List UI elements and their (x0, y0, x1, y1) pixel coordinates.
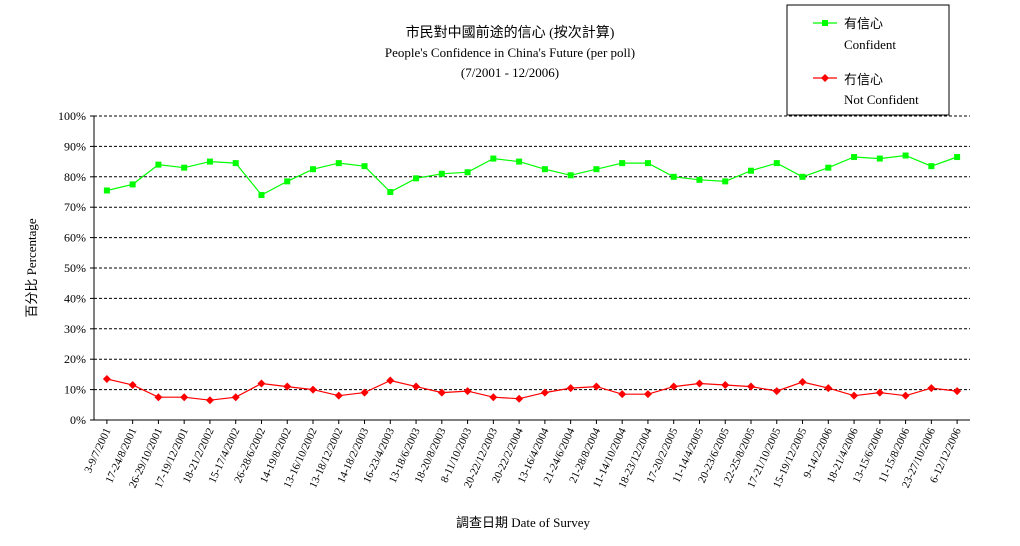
data-point-not-confident (927, 384, 936, 393)
data-point-confident (851, 154, 858, 161)
data-point-confident (696, 176, 703, 183)
y-tick-label: 60% (64, 231, 86, 245)
data-point-not-confident (309, 385, 317, 394)
data-point-confident (902, 152, 909, 159)
data-point-not-confident (953, 387, 962, 396)
data-point-confident (232, 160, 239, 167)
legend-label-not-confident-zh: 冇信心 (844, 72, 883, 87)
y-tick-label: 10% (64, 383, 86, 397)
legend-marker-confident (822, 20, 828, 26)
y-tick-label: 70% (64, 200, 86, 214)
data-point-confident (825, 164, 832, 171)
data-point-confident (155, 161, 162, 168)
data-point-not-confident (102, 374, 111, 383)
legend-label-confident-en: Confident (844, 37, 896, 52)
y-tick-label: 80% (64, 170, 86, 184)
data-point-not-confident (669, 382, 678, 391)
data-point-confident (206, 158, 213, 165)
data-point-not-confident (360, 388, 369, 397)
data-point-not-confident (824, 384, 833, 393)
y-tick-label: 20% (64, 352, 86, 366)
data-point-confident (593, 166, 600, 173)
data-point-not-confident (283, 382, 292, 391)
legend-label-not-confident-en: Not Confident (844, 92, 919, 107)
data-point-not-confident (205, 396, 214, 405)
data-point-not-confident (721, 381, 730, 390)
data-point-confident (954, 154, 961, 161)
data-point-not-confident (798, 378, 807, 386)
data-point-not-confident (334, 391, 343, 400)
data-point-not-confident (437, 388, 446, 397)
data-point-confident (464, 169, 471, 176)
chart-title-line-2: People's Confidence in China's Future (p… (385, 45, 635, 60)
gridlines (94, 115, 970, 391)
chart-title-line-1: 市民對中國前途的信心 (按次計算) (406, 24, 615, 41)
data-point-confident (799, 173, 806, 180)
y-tick-labels: 0% 10% 20% 30% 40% 50% 60% 70% 80% 90% 100% (58, 109, 94, 427)
legend-label-confident-zh: 有信心 (844, 16, 883, 31)
data-point-not-confident (257, 379, 266, 388)
data-point-confident (928, 163, 935, 170)
data-point-confident (516, 158, 523, 165)
data-point-confident (670, 173, 677, 180)
data-point-confident (490, 155, 497, 162)
x-axis-title: 調查日期 Date of Survey (456, 515, 590, 530)
y-axis-title: 百分比 Percentage (24, 218, 39, 318)
data-point-confident (103, 187, 110, 194)
chart-title-line-3: (7/2001 - 12/2006) (461, 65, 559, 80)
data-point-not-confident (154, 393, 163, 402)
data-point-confident (619, 160, 626, 167)
data-point-not-confident (386, 376, 395, 385)
data-point-not-confident (515, 394, 524, 403)
data-point-confident (438, 170, 445, 177)
data-point-confident (335, 160, 342, 167)
data-point-confident (748, 167, 754, 174)
data-point-confident (644, 160, 651, 167)
data-point-not-confident (489, 393, 498, 402)
y-tick-label: 100% (58, 109, 86, 123)
data-point-not-confident (643, 390, 652, 399)
data-point-not-confident (592, 382, 601, 391)
data-point-confident (129, 181, 136, 188)
data-point-confident (567, 172, 574, 179)
data-point-not-confident (463, 387, 472, 396)
data-point-not-confident (695, 379, 704, 388)
data-point-confident (773, 160, 780, 167)
y-tick-label: 40% (64, 291, 86, 305)
legend-marker-not-confident (821, 74, 829, 82)
data-point-not-confident (901, 391, 910, 400)
data-point-confident (181, 164, 188, 171)
series-line-0 (106, 154, 958, 196)
y-tick-label: 90% (64, 139, 86, 153)
data-point-confident (387, 189, 394, 195)
data-point-not-confident (128, 381, 137, 390)
data-point-not-confident (566, 384, 575, 393)
data-point-not-confident (618, 390, 627, 399)
data-point-confident (722, 178, 729, 185)
data-point-not-confident (180, 393, 189, 402)
series-layer (102, 152, 962, 405)
data-point-not-confident (772, 387, 781, 396)
series-line-1 (106, 378, 958, 401)
data-point-confident (310, 166, 316, 173)
x-tick-labels: 3-9/7/200117-24/8/200126-29/10/200117-19… (82, 420, 964, 490)
y-tick-label: 30% (64, 322, 86, 336)
data-point-confident (413, 175, 420, 182)
data-point-confident (541, 166, 548, 173)
y-tick-label: 50% (64, 261, 86, 275)
data-point-not-confident (875, 388, 884, 397)
data-point-confident (258, 192, 265, 199)
data-point-not-confident (850, 391, 859, 400)
data-point-confident (876, 155, 883, 162)
legend: 有信心 Confident 冇信心 Not Confident (786, 4, 950, 116)
data-point-not-confident (412, 382, 421, 391)
y-tick-label: 0% (70, 413, 86, 427)
data-point-not-confident (231, 393, 240, 402)
data-point-not-confident (747, 382, 755, 391)
data-point-confident (361, 163, 368, 170)
data-point-confident (284, 178, 291, 185)
data-point-not-confident (540, 388, 549, 397)
